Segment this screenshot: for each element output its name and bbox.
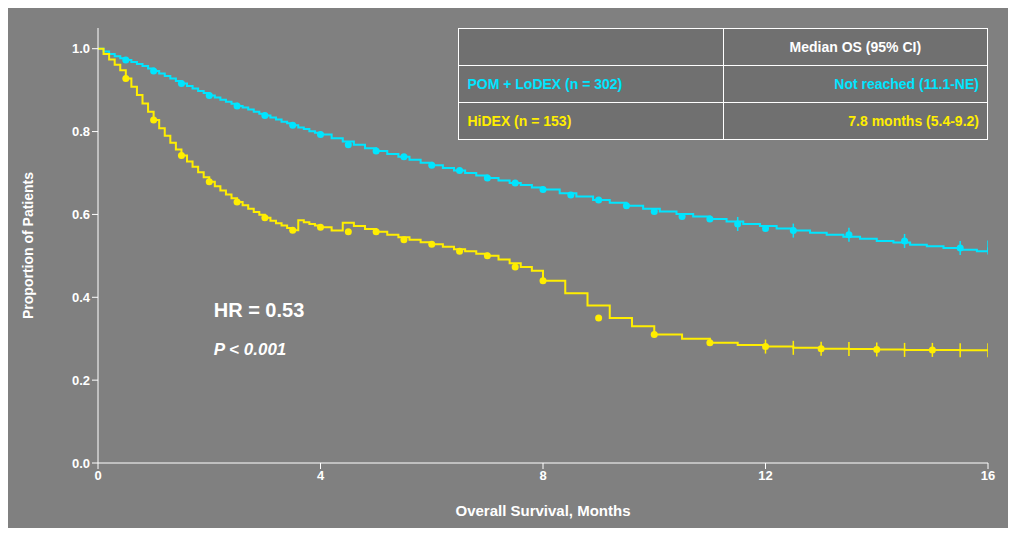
html-text:Not reached (11.1-NE): Not reached (11.1-NE): [834, 76, 979, 92]
svg-text:0: 0: [94, 468, 101, 483]
html-text:HiDEX (n = 153): HiDEX (n = 153): [467, 113, 572, 129]
svg-text:Proportion of Patients: Proportion of Patients: [20, 172, 36, 319]
svg-text:4: 4: [317, 468, 325, 483]
svg-text:16: 16: [981, 468, 995, 483]
svg-text:12: 12: [758, 468, 772, 483]
html-text:POM + LoDEX (n = 302): POM + LoDEX (n = 302): [467, 76, 623, 92]
svg-text:1.0: 1.0: [72, 41, 90, 56]
svg-text:8: 8: [539, 468, 546, 483]
html-text:P < 0.001: P < 0.001: [213, 339, 287, 359]
html-text:HR = 0.53: HR = 0.53: [213, 298, 305, 321]
svg-text:0.8: 0.8: [72, 124, 90, 139]
html-text:Median OS (95% CI): Median OS (95% CI): [789, 39, 922, 55]
svg-text:Overall Survival, Months: Overall Survival, Months: [455, 502, 630, 519]
svg-text:0.4: 0.4: [72, 290, 91, 305]
svg-text:0.0: 0.0: [72, 456, 90, 471]
svg-text:0.6: 0.6: [72, 207, 90, 222]
html-text:7.8 months (5.4-9.2): 7.8 months (5.4-9.2): [848, 113, 979, 129]
svg-text:0.2: 0.2: [72, 373, 90, 388]
